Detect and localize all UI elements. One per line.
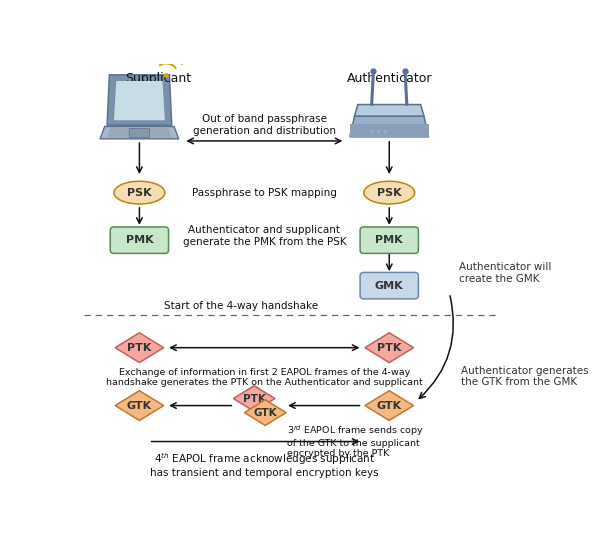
- Polygon shape: [100, 127, 179, 139]
- Text: GTK: GTK: [377, 401, 402, 411]
- FancyBboxPatch shape: [360, 227, 418, 253]
- Text: PTK: PTK: [243, 394, 266, 403]
- FancyBboxPatch shape: [360, 272, 418, 299]
- Text: Authenticator and supplicant
generate the PMK from the PSK: Authenticator and supplicant generate th…: [183, 225, 346, 247]
- Text: Authenticator generates
the GTK from the GMK: Authenticator generates the GTK from the…: [461, 366, 589, 387]
- Text: GTK: GTK: [127, 401, 152, 411]
- Polygon shape: [115, 391, 164, 420]
- FancyBboxPatch shape: [129, 128, 150, 137]
- Text: GTK: GTK: [254, 408, 277, 418]
- Text: Passphrase to PSK mapping: Passphrase to PSK mapping: [192, 187, 337, 198]
- Polygon shape: [350, 125, 429, 137]
- Polygon shape: [355, 105, 424, 116]
- Polygon shape: [365, 333, 414, 362]
- Polygon shape: [107, 75, 172, 125]
- Text: Supplicant: Supplicant: [125, 72, 192, 85]
- Ellipse shape: [114, 182, 165, 204]
- Polygon shape: [365, 391, 414, 420]
- Text: Out of band passphrase
generation and distribution: Out of band passphrase generation and di…: [193, 114, 336, 136]
- FancyBboxPatch shape: [110, 227, 168, 253]
- Text: 4$^{th}$ EAPOL frame acknowledges supplicant
has transient and temporal encrypti: 4$^{th}$ EAPOL frame acknowledges suppli…: [150, 451, 378, 478]
- Text: PTK: PTK: [127, 343, 152, 353]
- Text: Start of the 4-way handshake: Start of the 4-way handshake: [164, 301, 318, 311]
- Ellipse shape: [364, 182, 415, 204]
- Polygon shape: [114, 81, 165, 120]
- Text: PTK: PTK: [377, 343, 401, 353]
- Text: PSK: PSK: [127, 187, 152, 198]
- Text: Authenticator will
create the GMK: Authenticator will create the GMK: [458, 263, 551, 284]
- Text: PMK: PMK: [125, 235, 153, 245]
- Polygon shape: [115, 333, 164, 362]
- Polygon shape: [107, 128, 172, 137]
- Text: PMK: PMK: [376, 235, 403, 245]
- Text: GMK: GMK: [375, 281, 404, 291]
- Text: Authenticator: Authenticator: [346, 72, 432, 85]
- Polygon shape: [233, 386, 275, 411]
- Text: 3$^{rd}$ EAPOL frame sends copy
of the GTK to the supplicant
encrypted by the PT: 3$^{rd}$ EAPOL frame sends copy of the G…: [288, 423, 424, 459]
- Text: PSK: PSK: [377, 187, 402, 198]
- Polygon shape: [244, 400, 286, 425]
- Text: Exchange of information in first 2 EAPOL frames of the 4-way
handshake generates: Exchange of information in first 2 EAPOL…: [106, 367, 423, 387]
- Polygon shape: [350, 116, 429, 137]
